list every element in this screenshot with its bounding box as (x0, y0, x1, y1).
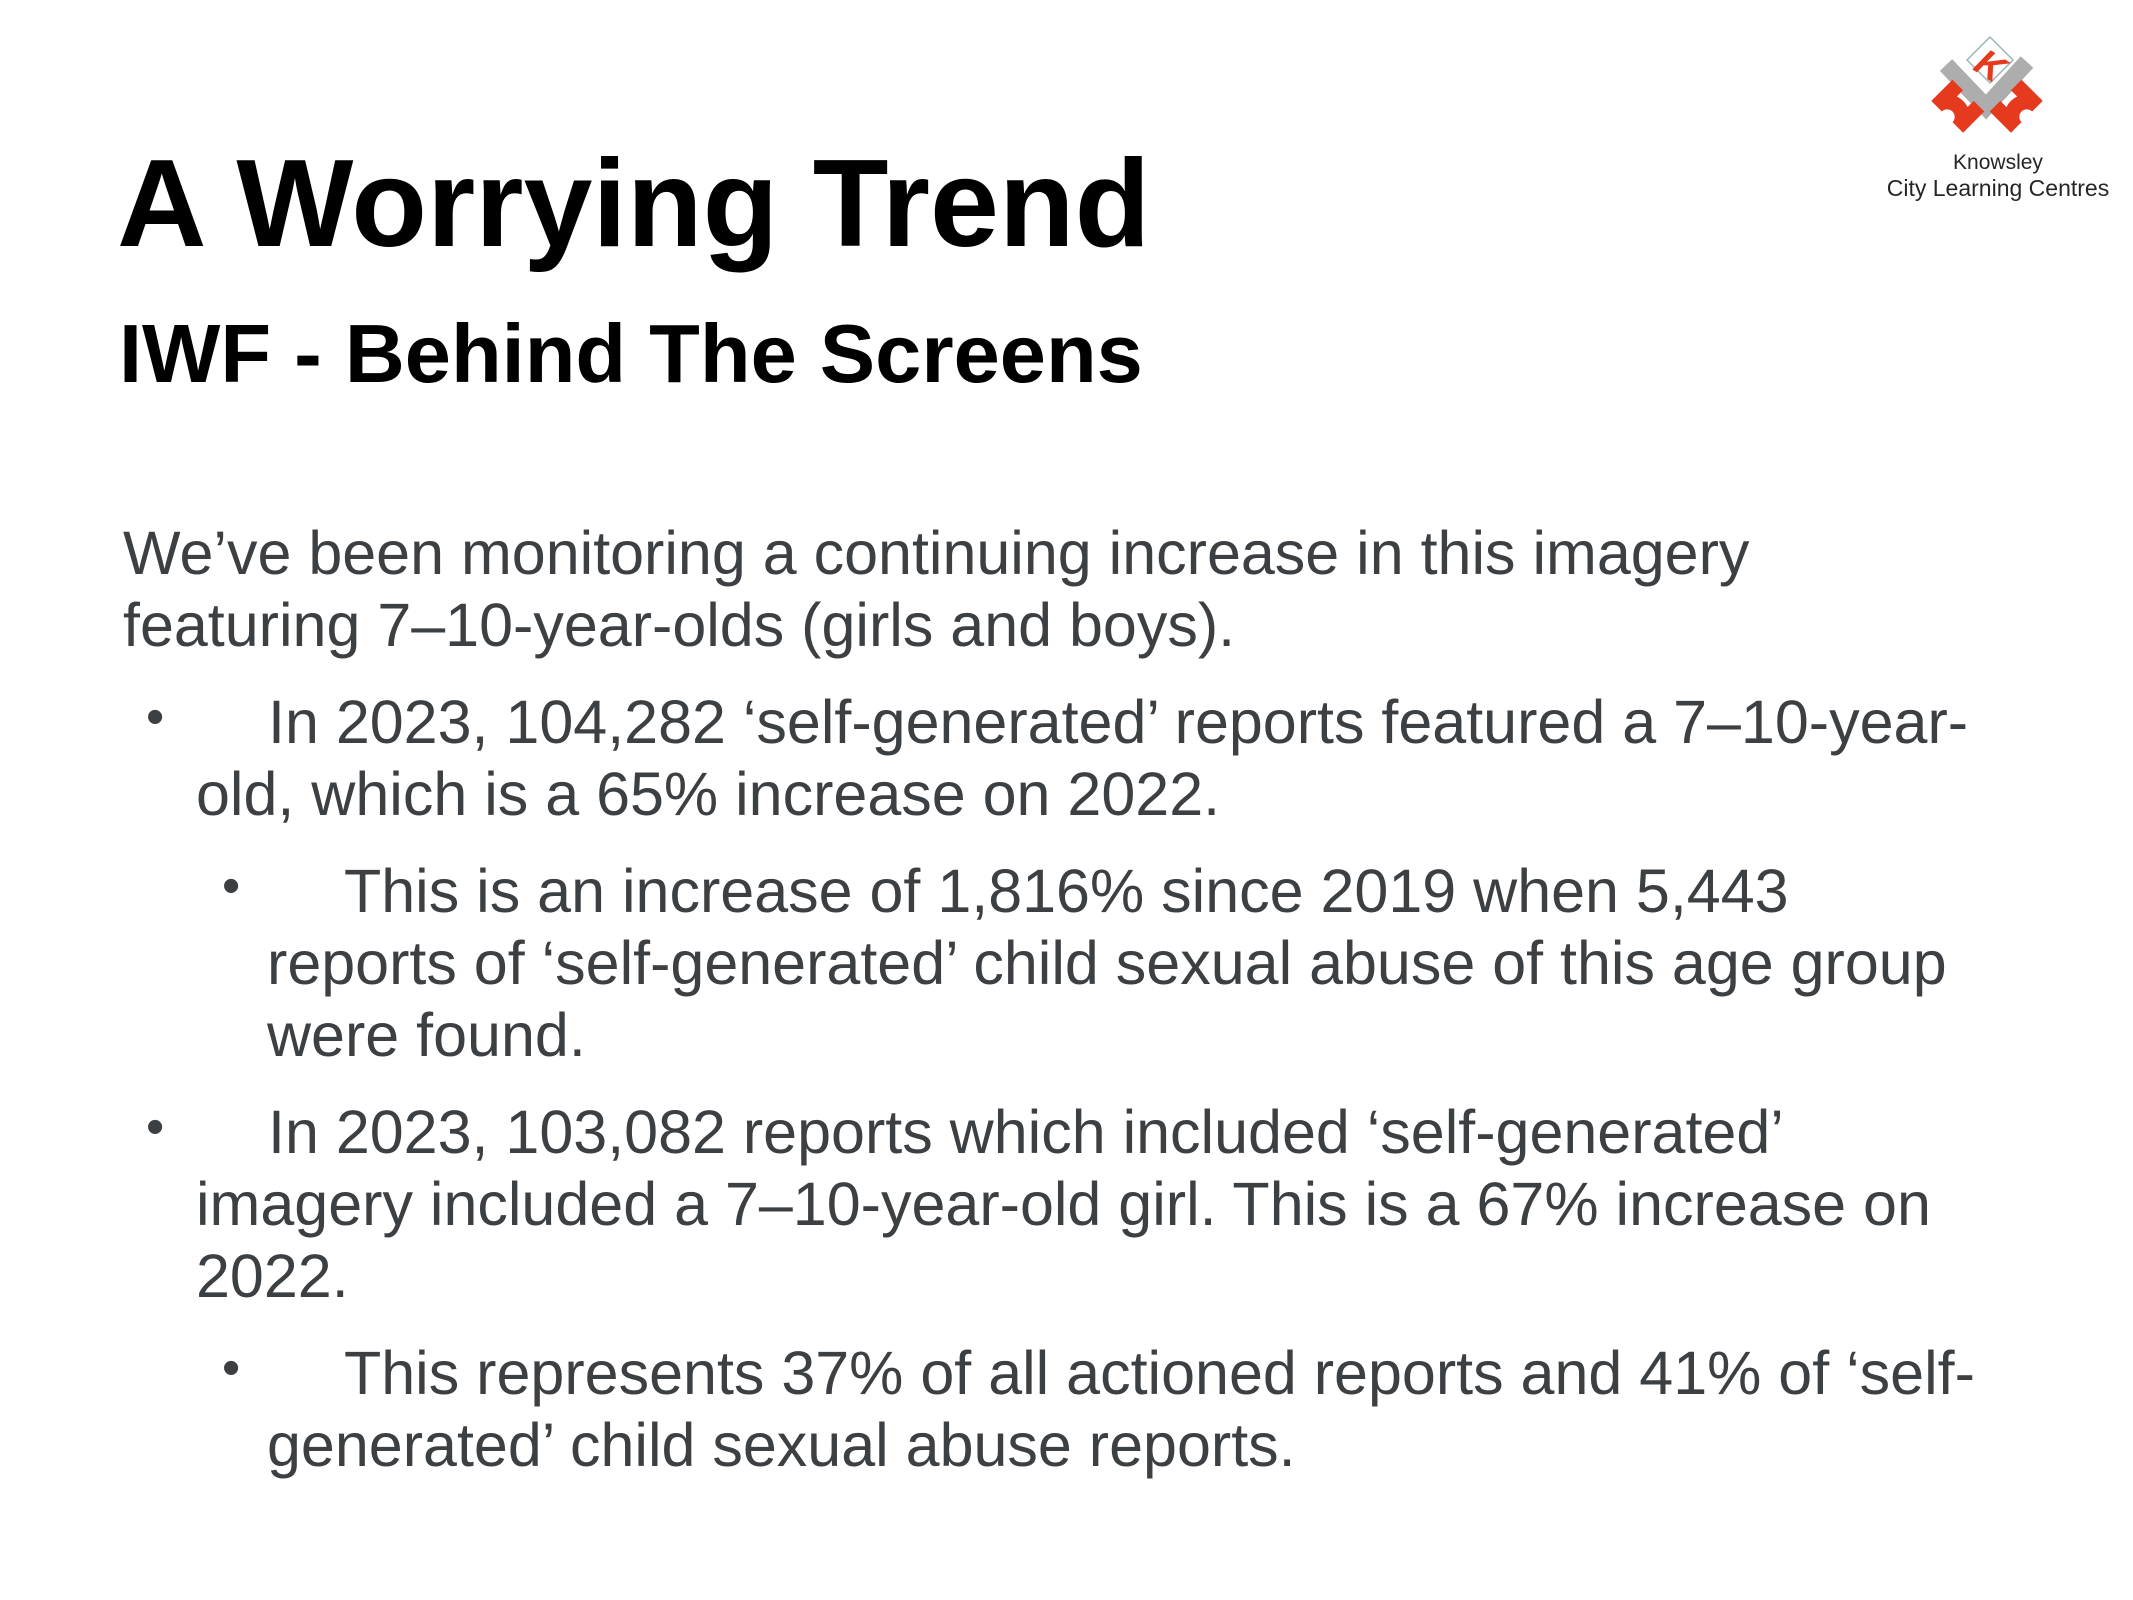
bullet-item-line: • In 2023, 104,282 ‘self-generated’ repo… (146, 686, 2083, 758)
logo-chevron (1939, 56, 2034, 120)
bullet-marker: • (146, 1098, 165, 1156)
bullet-text: This is an increase of 1,816% since 2019… (344, 857, 1789, 925)
logo-org-line1: Knowsley (1953, 151, 2043, 174)
clc-monogram-icon: K (1931, 35, 2043, 133)
bullet-marker: • (146, 688, 165, 746)
bullet-text: In 2023, 103,082 reports which included … (268, 1098, 1784, 1166)
bullet-item-line: reports of ‘self-generated’ child sexual… (267, 929, 1947, 997)
bullet-text: In 2023, 104,282 ‘self-generated’ report… (268, 688, 1969, 756)
bullet-item-line: imagery included a 7–10-year-old girl. T… (196, 1170, 1931, 1238)
logo-org-line2: City Learning Centres (1886, 175, 2110, 201)
bullet-text: This represents 37% of all actioned repo… (344, 1339, 1975, 1407)
bullet-item-line: • In 2023, 103,082 reports which include… (146, 1096, 2083, 1168)
bullet-item-line: • This represents 37% of all actioned re… (222, 1337, 2083, 1409)
bullet-marker: • (222, 857, 241, 915)
paragraph-line: featuring 7–10-year-olds (girls and boys… (123, 591, 1236, 659)
bullet-item-line: 2022. (196, 1242, 349, 1310)
bullet-item-line: were found. (267, 1001, 586, 1069)
logo-diamond (1965, 35, 2015, 85)
knowsley-clc-logo: K Knowsley City Learning Centres (1878, 27, 2118, 201)
bullet-item-line: • This is an increase of 1,816% since 20… (222, 855, 2083, 927)
bullet-marker: • (222, 1339, 241, 1397)
bullet-item-line: generated’ child sexual abuse reports. (267, 1411, 1296, 1479)
page-subtitle: IWF - Behind The Screens (119, 306, 1143, 400)
page-title: A Worrying Trend (117, 135, 1151, 274)
slide-body-text: We’ve been monitoring a continuing incre… (123, 517, 2083, 1481)
bullet-item-line: old, which is a 65% increase on 2022. (196, 760, 1221, 828)
paragraph-line: We’ve been monitoring a continuing incre… (123, 519, 1750, 587)
logo-hook-left (1931, 79, 1985, 133)
logo-hook-right (1989, 79, 2043, 133)
